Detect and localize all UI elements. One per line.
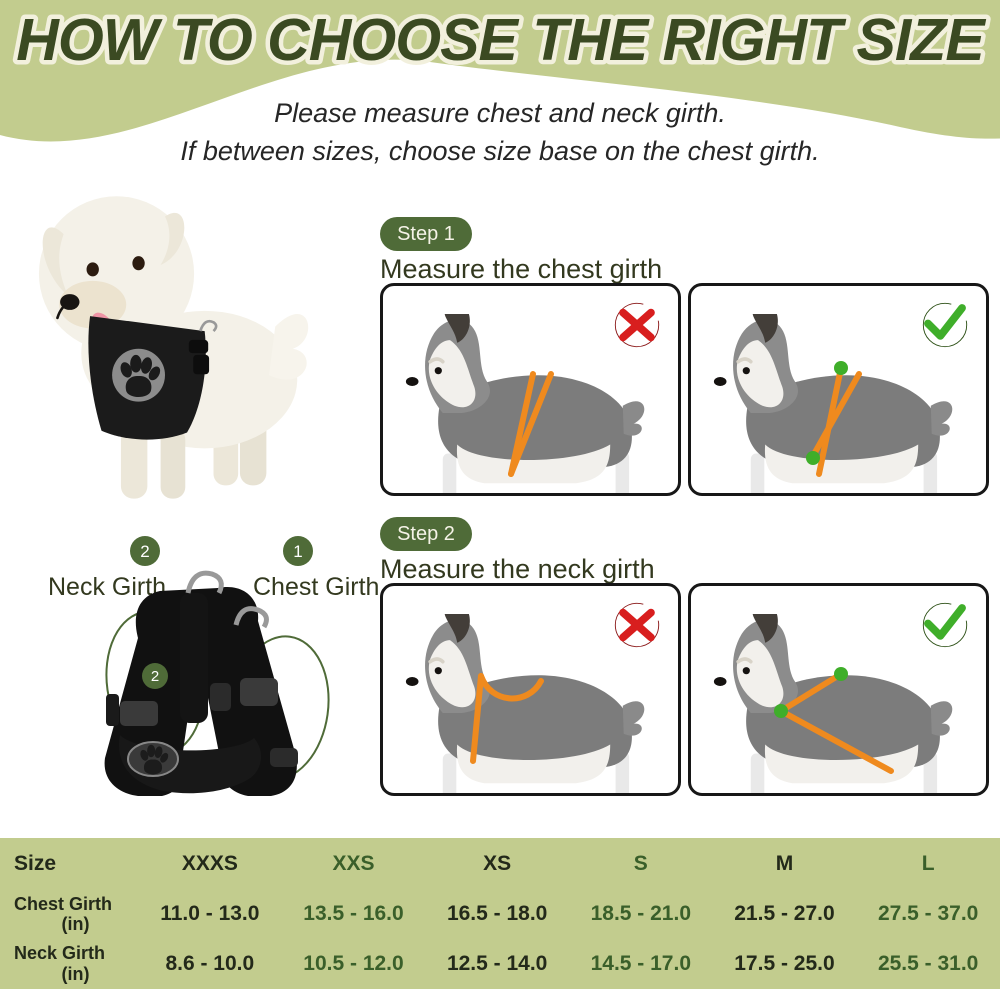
svg-text:HOW TO CHOOSE THE RIGHT SIZE: HOW TO CHOOSE THE RIGHT SIZE — [16, 7, 986, 73]
svg-text:2: 2 — [151, 668, 159, 685]
svg-text:2: 2 — [140, 542, 149, 561]
svg-text:Chest Girth: Chest Girth — [253, 573, 379, 601]
svg-text:1: 1 — [293, 542, 302, 561]
